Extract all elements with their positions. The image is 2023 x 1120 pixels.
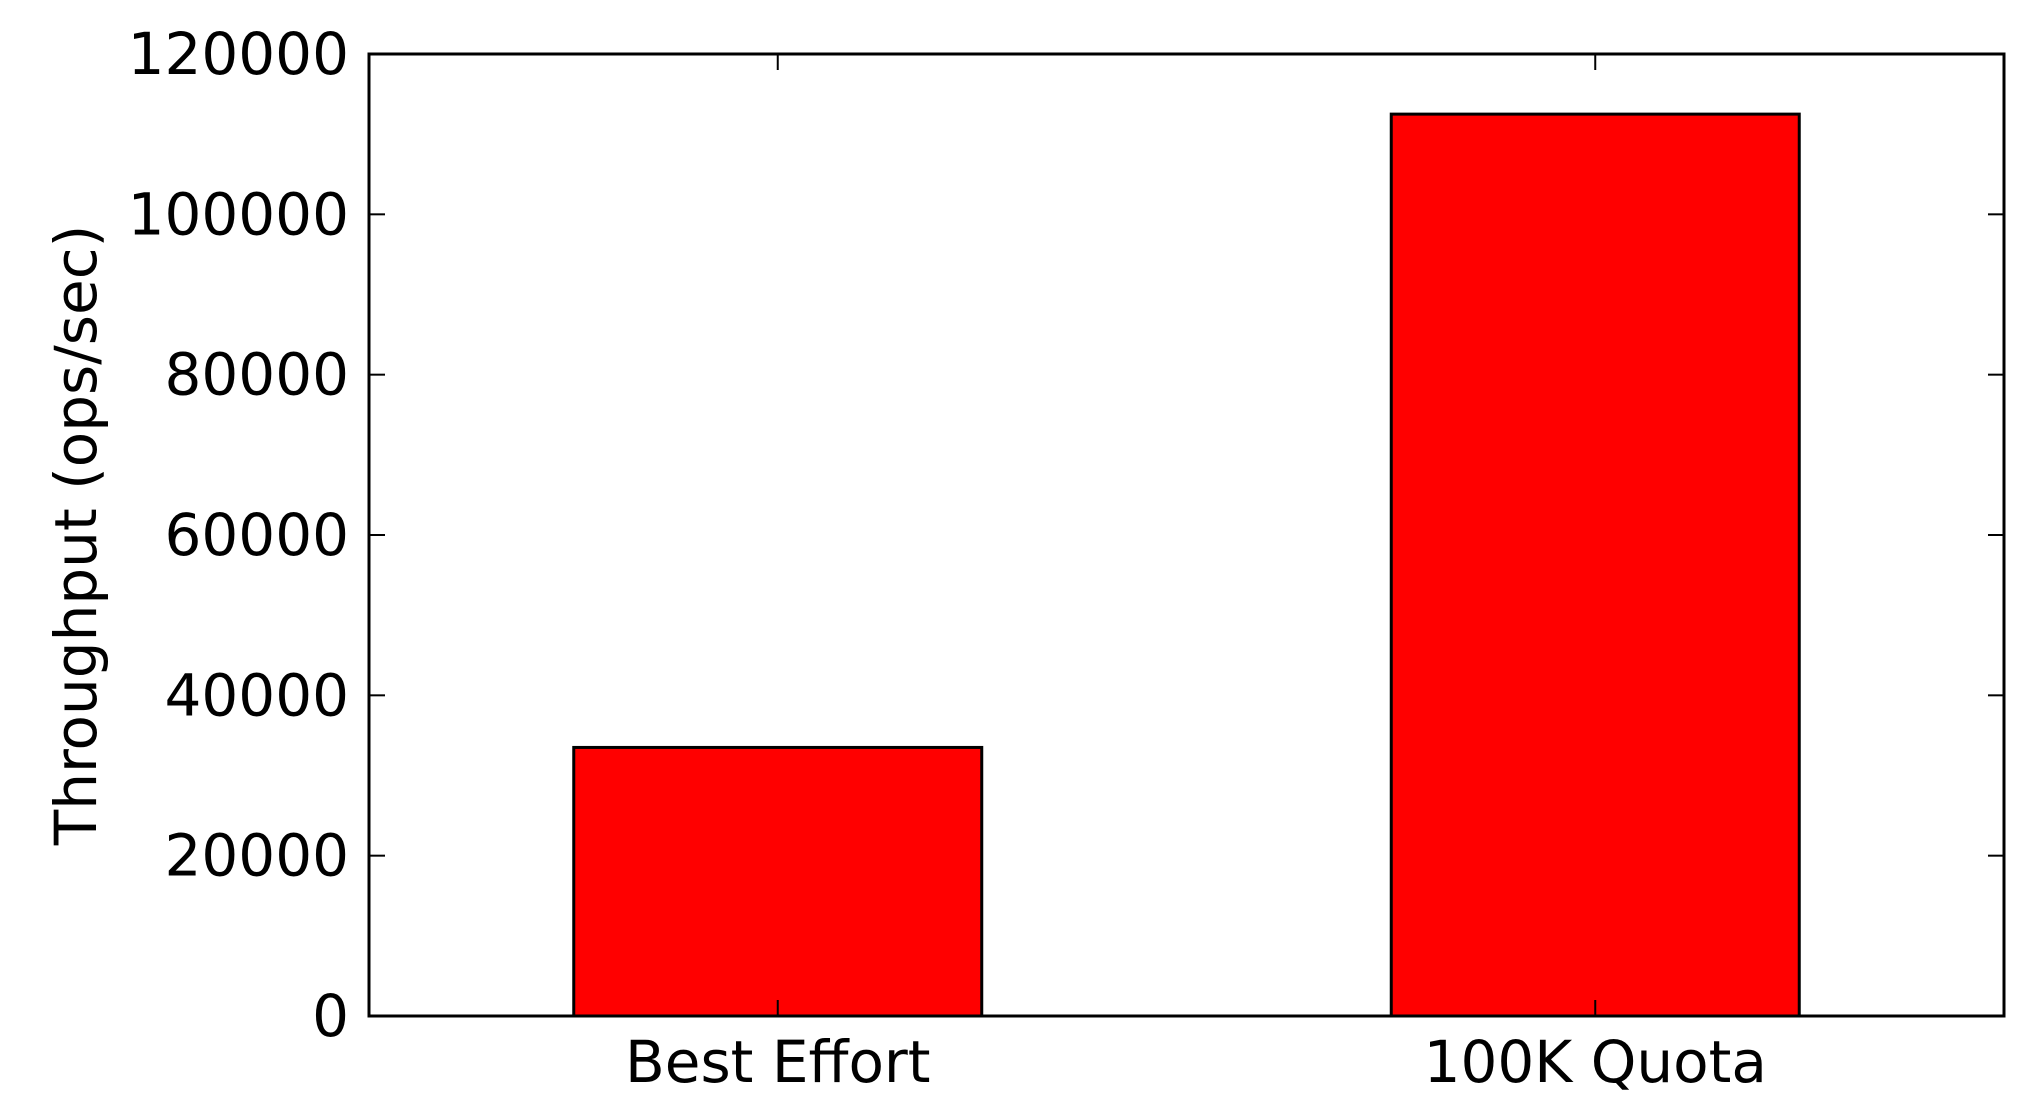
y-tick-label: 20000 — [164, 822, 349, 890]
bar-best-effort — [572, 745, 984, 1018]
bar-100k-quota — [1389, 112, 1801, 1018]
y-tick-label: 60000 — [164, 501, 349, 569]
x-tick-label: 100K Quota — [1424, 1028, 1767, 1096]
x-tick-labels: Best Effort 100K Quota — [625, 1028, 1767, 1096]
bars-group — [572, 112, 1801, 1018]
y-tick-label: 80000 — [164, 341, 349, 409]
y-tick-label: 120000 — [128, 20, 349, 88]
x-tick-label: Best Effort — [625, 1028, 931, 1096]
y-tick-label: 100000 — [128, 180, 349, 248]
y-axis-label: Throughput (ops/sec) — [42, 225, 110, 846]
plot-area-frame — [367, 52, 2006, 1018]
y-tick-label: 0 — [312, 982, 349, 1050]
y-tick-label: 40000 — [164, 661, 349, 729]
y-tick-labels: 0 20000 40000 60000 80000 100000 120000 — [128, 20, 349, 1050]
